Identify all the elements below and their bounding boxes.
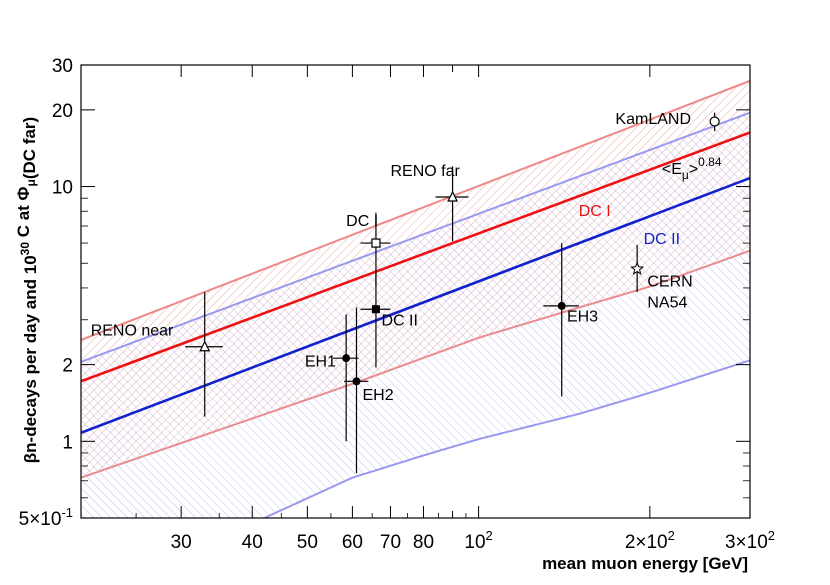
x-axis-title: mean muon energy [GeV] (542, 554, 748, 573)
y-tick-label: 1 (62, 432, 73, 453)
label-eh3: EH3 (567, 309, 598, 326)
point-dc-ii (360, 272, 391, 368)
point-eh1 (333, 314, 359, 442)
label-eh1: EH1 (305, 353, 336, 370)
x-tick-label: 80 (413, 532, 434, 553)
label-dc-i: DC I (346, 213, 378, 230)
label-kamland: KamLAND (615, 111, 691, 128)
y-axis-title: βn-decays per day and 1030 C at Φμ(DC fa… (14, 117, 40, 463)
x-tick-label: 102 (464, 528, 492, 553)
data-points (185, 112, 720, 474)
energy-scaling-label: <Eμ>0.84 (662, 155, 722, 182)
x-tick-label: 30 (171, 532, 192, 553)
x-tick-label: 3×102 (725, 528, 775, 553)
band-lower-dc2 (263, 359, 750, 518)
annotations: RENO near RENO far DC I DC II EH1 EH2 EH3 CERN N… (91, 111, 722, 404)
marker (630, 261, 645, 275)
point-kamland (709, 112, 720, 132)
y-axis-title-part: 30 (18, 242, 32, 256)
label-reno-near: RENO near (91, 323, 174, 340)
axes: 30 40 50 60 70 80 102 2×102 3×102 5×10-1 1 2 10 20 30 (19, 56, 775, 553)
point-eh2 (344, 307, 369, 474)
point-cern-na54 (630, 244, 645, 293)
marker (342, 354, 351, 363)
marker (352, 377, 361, 386)
fit-line-dc2 (81, 176, 750, 435)
uncertainty-bands (81, 79, 750, 518)
x-tick-label: 50 (297, 532, 318, 553)
plot-frame (80, 64, 751, 519)
label-reno-far: RENO far (390, 163, 460, 180)
y-tick-label: 5×10-1 (19, 505, 73, 530)
marker (447, 190, 459, 202)
y-axis-title-part: βn-decays per day and 10 (21, 255, 40, 463)
label-dc-ii: DC II (381, 312, 417, 329)
fit-line-dc1 (81, 131, 750, 383)
fit-lines (81, 131, 750, 435)
y-axis-title-part: μ (24, 179, 38, 186)
marker (557, 301, 566, 310)
y-tick-label: 20 (52, 101, 73, 122)
x-tick-label: 60 (342, 532, 363, 553)
y-axis-title-part: C at Φ (14, 186, 33, 242)
marker (371, 238, 381, 248)
y-axis-title-part: (DC far) (20, 117, 39, 179)
point-eh3 (543, 243, 579, 397)
point-reno-near (185, 292, 223, 417)
label-fit-dc1: DC I (579, 203, 611, 220)
x-tick-label: 70 (380, 532, 401, 553)
y-tick-label: 30 (52, 56, 73, 77)
x-tick-label: 40 (242, 532, 263, 553)
y-tick-label: 10 (52, 178, 73, 199)
x-tick-label: 2×102 (625, 528, 675, 553)
band-upper-dc2 (81, 111, 750, 363)
marker (709, 116, 720, 127)
band-upper-dc1 (81, 79, 750, 341)
label-eh2: EH2 (362, 387, 393, 404)
marker (199, 340, 211, 352)
point-reno-far (435, 166, 469, 242)
marker (371, 305, 380, 314)
band-fill-dc2 (81, 112, 750, 518)
label-cern-na54: CERN NA54 (647, 274, 692, 312)
y-tick-label: 2 (62, 356, 73, 377)
label-fit-dc2: DC II (644, 231, 680, 248)
